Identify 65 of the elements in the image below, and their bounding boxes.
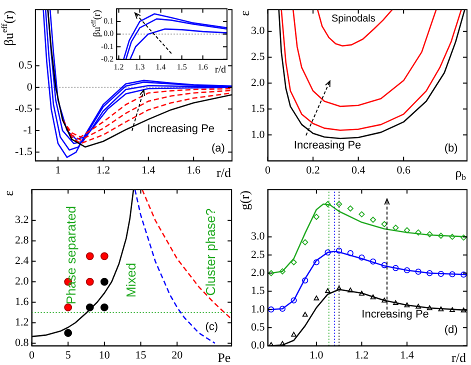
- annotation: (b): [444, 142, 458, 155]
- annotation: (d): [444, 324, 458, 336]
- x-tick-label: 1: [55, 164, 61, 176]
- x-tick-label: 1.6: [186, 164, 201, 176]
- y-axis-title: βueff(r): [0, 10, 16, 46]
- x-tick-label: 1.0: [310, 349, 324, 362]
- annotation: Increasing Pe: [294, 140, 362, 152]
- y-tick-label: 1.0: [251, 128, 266, 141]
- y-tick-label: 1.0: [251, 303, 266, 316]
- y-tick-label: 2.0: [15, 276, 30, 288]
- y-tick-label: 1.2: [15, 316, 29, 329]
- y-tick-label: 3.0: [251, 230, 266, 243]
- x-axis-title: r/d: [452, 350, 466, 365]
- x-tick-label: 1.3: [134, 62, 145, 72]
- y-tick-label: 1.6: [15, 296, 30, 308]
- y-tick-label: -0.2: [100, 54, 114, 64]
- y-tick-label: 0.1: [104, 16, 114, 26]
- y-tick-label: 2.4: [15, 255, 30, 268]
- y-tick-label: 0.5: [251, 322, 266, 334]
- annotation: Increasing Pe: [362, 308, 429, 321]
- y-axis-title: ε: [237, 10, 252, 16]
- y-tick-label: 2.0: [251, 267, 266, 280]
- y-axis-title: g(r): [237, 190, 252, 210]
- y-tick-label: 1.5: [251, 285, 266, 298]
- x-tick-label: 0.2: [306, 164, 320, 176]
- annotation: Spinodals: [331, 13, 376, 24]
- y-axis-title: ε: [1, 190, 16, 196]
- y-tick-label: 0.0: [104, 29, 114, 38]
- x-tick-label: 1.6: [198, 62, 208, 72]
- y-tick-label: -1: [23, 124, 32, 136]
- x-tick-label: 0.4: [351, 164, 366, 176]
- annotation: (a): [212, 142, 225, 155]
- y-tick-label: 3.2: [15, 214, 29, 226]
- annotation: Increasing Pe: [147, 123, 215, 136]
- x-tick-label: 1.2: [354, 349, 369, 362]
- x-tick-label: 1.5: [176, 62, 187, 72]
- x-tick-label: 20: [172, 349, 184, 362]
- y-tick-label: 2.8: [15, 234, 30, 247]
- x-tick-label: 1.4: [400, 349, 414, 362]
- x-tick-label: 15: [135, 349, 147, 362]
- x-tick-label: 0.6: [396, 164, 411, 176]
- y-tick-label: 0: [26, 81, 33, 94]
- x-tick-label: 10: [98, 349, 110, 362]
- y-tick-label: 0.5: [18, 60, 33, 72]
- y-tick-label: 3.0: [251, 25, 266, 38]
- y-tick-label: 2.5: [251, 51, 266, 64]
- y-tick-label: -1.5: [14, 146, 33, 158]
- annotation: Phase separated: [63, 206, 78, 304]
- x-tick-label: 1.4: [156, 62, 166, 72]
- annotation: Cluster phase?: [203, 208, 218, 296]
- y-tick-label: 2.5: [251, 248, 266, 261]
- y-tick-label: 0.8: [15, 337, 30, 350]
- x-axis-title: r/d: [214, 64, 226, 76]
- y-tick-label: -0.5: [14, 102, 33, 115]
- x-tick-label: 1.4: [142, 164, 156, 176]
- y-tick-label: 2.0: [251, 77, 266, 90]
- annotation: (c): [205, 321, 218, 334]
- x-axis-title: Pe: [218, 350, 231, 365]
- y-tick-label: 1.5: [251, 102, 266, 115]
- y-tick-label: 0.0: [251, 340, 266, 352]
- annotation: Mixed: [123, 262, 138, 298]
- y-tick-label: -0.1: [100, 42, 114, 51]
- x-tick-label: 1.2: [114, 62, 124, 72]
- x-tick-label: 5: [65, 349, 72, 362]
- x-axis-title: r/d: [216, 164, 232, 180]
